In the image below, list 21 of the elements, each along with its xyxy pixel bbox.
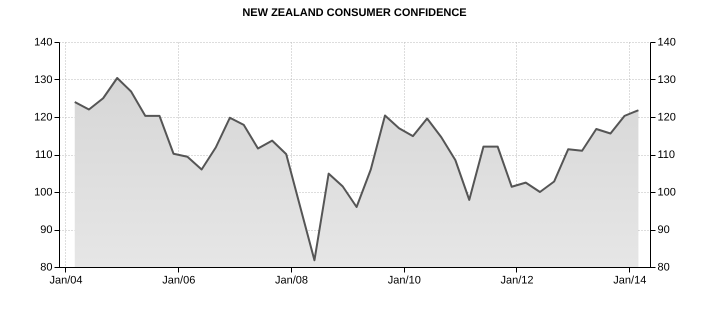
x-tick-label: Jan/08 bbox=[274, 274, 308, 286]
x-tick-label: Jan/14 bbox=[613, 274, 646, 286]
y2-tick-label: 100 bbox=[658, 186, 676, 198]
y-tick-label: 120 bbox=[34, 112, 52, 124]
y-tick-label: 80 bbox=[40, 262, 52, 274]
y2-tick-label: 80 bbox=[658, 262, 670, 274]
x-tick-label: Jan/04 bbox=[49, 274, 82, 286]
y-tick-label: 140 bbox=[34, 36, 52, 48]
y2-tick-label: 90 bbox=[658, 224, 670, 236]
y2-tick-label: 140 bbox=[658, 36, 676, 48]
y2-tick-label: 110 bbox=[658, 149, 676, 161]
x-tick-label: Jan/06 bbox=[162, 274, 196, 286]
x-tick-label: Jan/12 bbox=[500, 274, 534, 286]
y2-tick-label: 130 bbox=[658, 74, 676, 86]
y2-tick-label: 120 bbox=[658, 112, 676, 124]
chart-title: NEW ZEALAND CONSUMER CONFIDENCE bbox=[242, 7, 467, 19]
y-tick-label: 110 bbox=[34, 149, 52, 161]
y-tick-label: 130 bbox=[34, 74, 52, 86]
y-tick-label: 100 bbox=[34, 186, 52, 198]
y-tick-label: 90 bbox=[40, 224, 52, 236]
x-tick-label: Jan/10 bbox=[388, 274, 421, 286]
